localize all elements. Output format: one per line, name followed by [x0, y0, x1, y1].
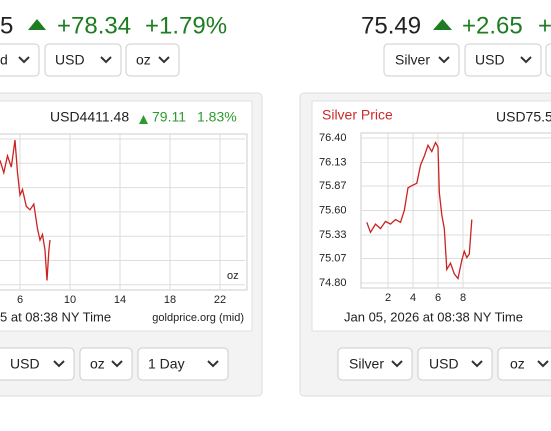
- y-tick-label: 75.07: [319, 252, 347, 264]
- y-tick-label: 75.33: [319, 229, 347, 241]
- dropdown-chevron: [207, 360, 219, 368]
- dropdown-value: USD: [55, 52, 85, 68]
- dropdown-value: oz: [136, 52, 151, 68]
- silver-change: +2.65: [462, 12, 523, 39]
- dropdown-chevron: [520, 56, 532, 64]
- dropdown[interactable]: [0, 43, 40, 77]
- dropdown-value: d: [0, 52, 8, 68]
- dropdown[interactable]: [44, 43, 122, 77]
- y-tick-label: 74.80: [319, 277, 347, 289]
- dropdown[interactable]: [125, 43, 180, 77]
- gold-price: 5: [0, 12, 13, 39]
- gold-header-pct: 1.83%: [197, 109, 237, 125]
- plot-frame: [0, 133, 248, 291]
- gold-header-change: 79.11: [152, 109, 186, 125]
- dropdown-value: oz: [510, 356, 525, 372]
- silver-timestamp: Jan 05, 2026 at 08:38 NY Time: [344, 309, 523, 324]
- y-tick-label: 76.40: [319, 132, 347, 144]
- dropdown-value: 1 Day: [148, 356, 185, 372]
- silver-price: 75.49: [361, 12, 421, 39]
- dropdown-chevron: [18, 56, 30, 64]
- dropdown[interactable]: [383, 43, 460, 77]
- unit-label: oz: [227, 270, 239, 282]
- gold-change-pct: +1.79%: [145, 12, 227, 39]
- dropdown-chevron: [537, 360, 549, 368]
- dropdown[interactable]: [464, 43, 542, 77]
- chart-title: Silver Price: [322, 107, 393, 123]
- up-arrow: [433, 19, 452, 30]
- silver-change-pct: +3: [538, 12, 551, 39]
- dropdown[interactable]: [337, 347, 413, 381]
- dropdown-value: Silver: [349, 356, 384, 372]
- dropdown-value: USD: [475, 52, 505, 68]
- dropdown[interactable]: [497, 347, 551, 381]
- x-tick-label: 10: [64, 294, 76, 306]
- x-tick-label: 4: [410, 292, 416, 304]
- dropdown-value: Silver: [395, 52, 430, 68]
- y-tick-label: 76.13: [319, 156, 347, 168]
- dropdown-chevron: [158, 56, 170, 64]
- price-line: [366, 140, 473, 280]
- dropdown-value: USD: [10, 356, 40, 372]
- dropdown-chevron: [438, 56, 450, 64]
- gold-timestamp: 5 at 08:38 NY Time: [0, 309, 111, 324]
- gold-change: +78.34: [57, 12, 131, 39]
- dropdown-chevron: [391, 360, 403, 368]
- gold-header-price: USD4411.48: [50, 109, 129, 125]
- dropdown-chevron: [111, 360, 123, 368]
- source: goldprice.org (mid): [152, 312, 244, 324]
- y-tick-label: 75.87: [319, 180, 347, 192]
- dropdown-chevron: [53, 360, 65, 368]
- dropdown[interactable]: [545, 43, 551, 77]
- x-tick-label: 6: [435, 292, 441, 304]
- dropdown[interactable]: [417, 347, 493, 381]
- up-arrow: [28, 19, 46, 30]
- x-tick-label: 18: [164, 294, 176, 306]
- y-tick-label: 75.60: [319, 204, 347, 216]
- x-tick-label: 14: [114, 294, 126, 306]
- x-tick-label: 8: [460, 292, 466, 304]
- price-line: [0, 140, 51, 281]
- x-tick-label: 2: [385, 292, 391, 304]
- dropdown-value: USD: [429, 356, 459, 372]
- dropdown-chevron: [471, 360, 483, 368]
- dropdown-chevron: [100, 56, 112, 64]
- x-tick-label: 6: [17, 294, 23, 306]
- dropdown[interactable]: [137, 347, 229, 381]
- x-tick-label: 22: [214, 294, 226, 306]
- dropdown[interactable]: [79, 347, 133, 381]
- silver-chart-box: [311, 100, 551, 332]
- silver-header-price: USD75.5: [496, 109, 551, 125]
- dropdown[interactable]: [0, 347, 75, 381]
- dropdown-value: oz: [90, 356, 105, 372]
- up-arrow: [139, 115, 148, 124]
